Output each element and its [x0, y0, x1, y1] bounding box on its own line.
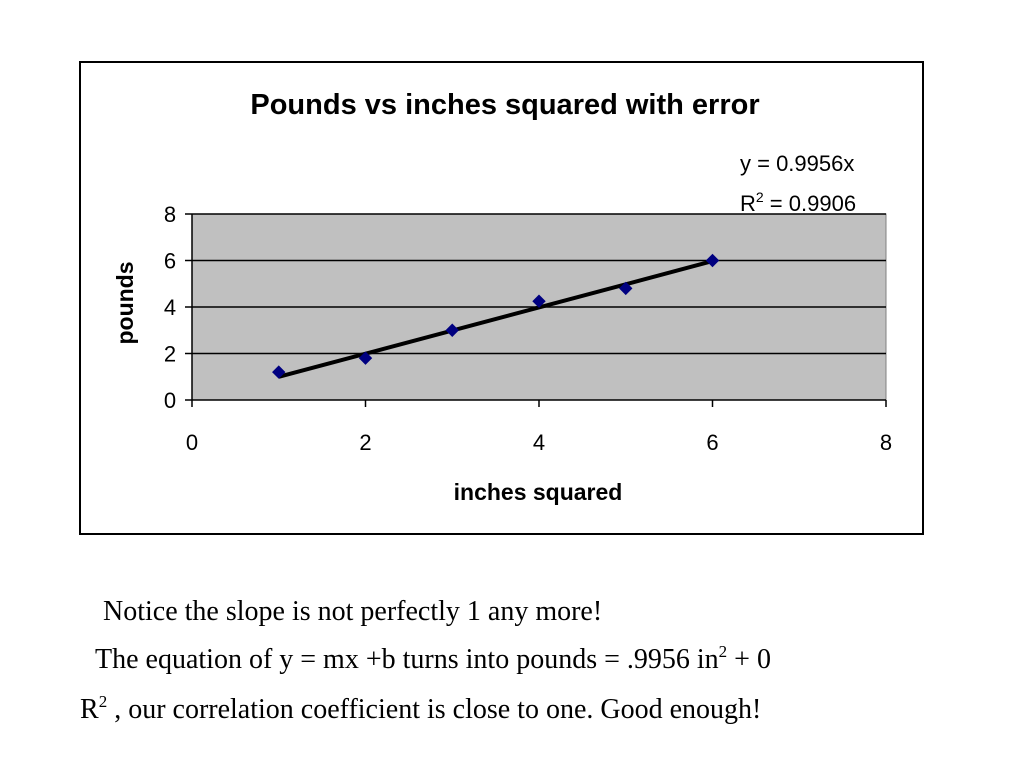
r-squared-r: R: [740, 191, 756, 216]
r-squared-value: = 0.9906: [764, 191, 856, 216]
x-tick-label-3: 6: [706, 430, 718, 455]
r-squared-superscript: 2: [756, 189, 764, 205]
y-tick-label-1: 2: [164, 342, 176, 367]
chart-title: Pounds vs inches squared with error: [250, 89, 759, 121]
data-point-5: [705, 253, 720, 268]
trendline-r-squared: R2 = 0.9906: [740, 189, 856, 216]
x-tick-label-4: 8: [880, 430, 892, 455]
y-tick-label-4: 8: [164, 202, 176, 227]
y-tick-label-2: 4: [164, 295, 176, 320]
trendline-group: [278, 259, 714, 379]
y-axis-ticks: 0 2 4 6 8: [164, 202, 192, 413]
x-tick-label-2: 4: [533, 430, 545, 455]
data-point-2: [445, 323, 459, 337]
data-point-4: [619, 281, 633, 296]
x-axis-ticks: 0 2 4 6 8: [186, 400, 892, 455]
data-point-3: [532, 294, 546, 308]
x-tick-label-1: 2: [359, 430, 371, 455]
y-axis-label: pounds: [112, 261, 138, 344]
y-tick-label-0: 0: [164, 388, 176, 413]
trendline-equation: y = 0.9956x: [740, 151, 854, 176]
y-tick-label-3: 6: [164, 249, 176, 274]
trendline: [278, 259, 714, 379]
x-axis-label: inches squared: [454, 479, 623, 505]
data-points: [272, 253, 720, 379]
data-point-0: [272, 365, 286, 379]
data-point-1: [358, 351, 373, 365]
x-tick-label-0: 0: [186, 430, 198, 455]
